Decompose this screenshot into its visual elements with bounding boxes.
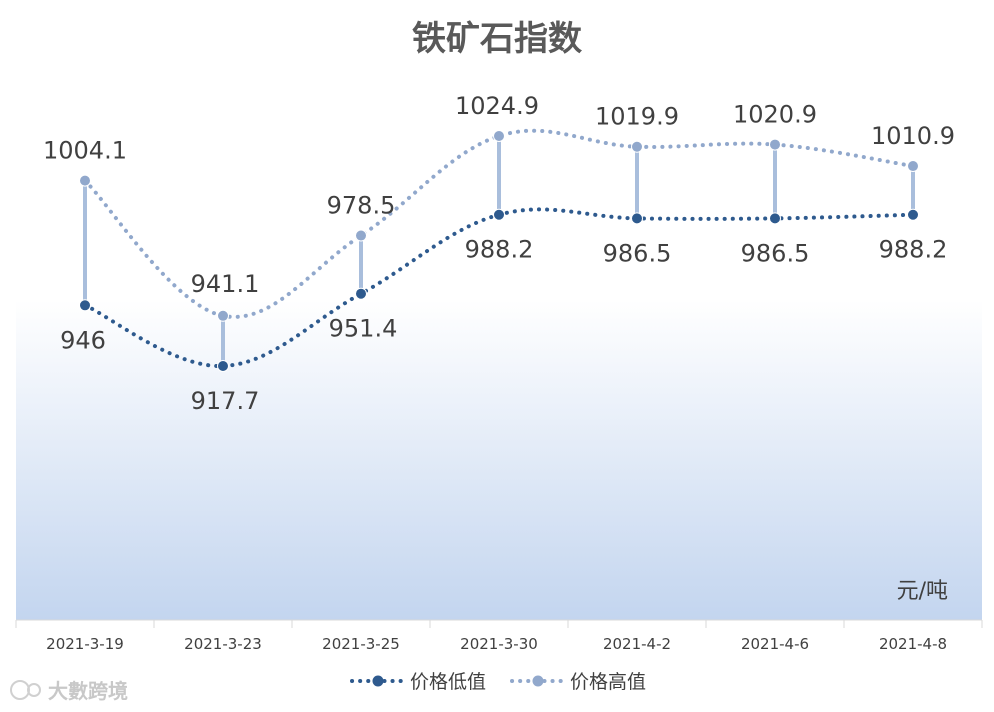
low-point <box>355 287 367 300</box>
low-value-label: 946 <box>60 326 106 354</box>
data-labels: 1004.1 946 941.1 917.7 978.5 951.4 1024.9 988.2… <box>43 92 955 415</box>
x-axis: 2021-3-19 2021-3-23 2021-3-25 2021-3-30 2021… <box>15 619 983 653</box>
low-value-label: 986.5 <box>741 239 810 267</box>
low-point <box>493 208 505 221</box>
watermark: 大數跨境 <box>10 679 128 703</box>
data-points <box>79 130 919 372</box>
low-point <box>79 299 91 312</box>
high-point <box>493 130 505 142</box>
low-point <box>907 208 919 221</box>
x-tick-label: 2021-3-30 <box>460 635 538 653</box>
legend-item[interactable]: 价格高值 <box>510 671 646 693</box>
low-point <box>631 212 643 225</box>
drop-lines <box>83 136 915 366</box>
x-tick-label: 2021-3-23 <box>184 635 262 653</box>
high-point <box>907 160 919 173</box>
low-value-label: 986.5 <box>603 239 672 267</box>
low-point <box>769 212 781 225</box>
legend-label: 价格低值 <box>410 671 486 693</box>
chart-title: 铁矿石指数 <box>412 19 582 59</box>
x-tick-label: 2021-3-19 <box>46 635 124 653</box>
high-point <box>79 174 91 187</box>
legend-label: 价格高值 <box>570 671 646 693</box>
high-value-label: 1019.9 <box>595 103 679 131</box>
legend-swatch-marker <box>532 675 544 687</box>
legend-item[interactable]: 价格低值 <box>350 671 486 693</box>
unit-label: 元/吨 <box>897 579 948 604</box>
low-value-label: 988.2 <box>879 236 948 264</box>
high-value-label: 1010.9 <box>871 122 955 150</box>
legend[interactable]: 价格低值 价格高值 <box>350 671 646 693</box>
high-point <box>217 309 229 322</box>
x-tick-label: 2021-4-2 <box>603 635 671 653</box>
high-point <box>631 140 643 153</box>
low-point <box>217 360 229 372</box>
x-tick-label: 2021-4-6 <box>741 635 809 653</box>
watermark-text: 大數跨境 <box>48 679 128 703</box>
low-value-label: 917.7 <box>191 387 260 415</box>
legend-swatch-marker <box>372 675 384 687</box>
x-tick-label: 2021-4-8 <box>879 635 947 653</box>
plot-background <box>16 300 982 620</box>
low-value-label: 951.4 <box>329 315 398 343</box>
low-value-label: 988.2 <box>465 236 534 264</box>
high-value-label: 941.1 <box>191 270 260 298</box>
x-tick-label: 2021-3-25 <box>322 635 400 653</box>
high-point <box>769 138 781 151</box>
high-value-label: 978.5 <box>327 192 396 220</box>
high-point <box>355 229 367 242</box>
high-value-label: 1004.1 <box>43 137 127 165</box>
high-value-label: 1020.9 <box>733 101 817 129</box>
high-series-line <box>83 128 915 319</box>
high-value-label: 1024.9 <box>455 92 539 120</box>
watermark-logo-icon <box>10 680 41 700</box>
